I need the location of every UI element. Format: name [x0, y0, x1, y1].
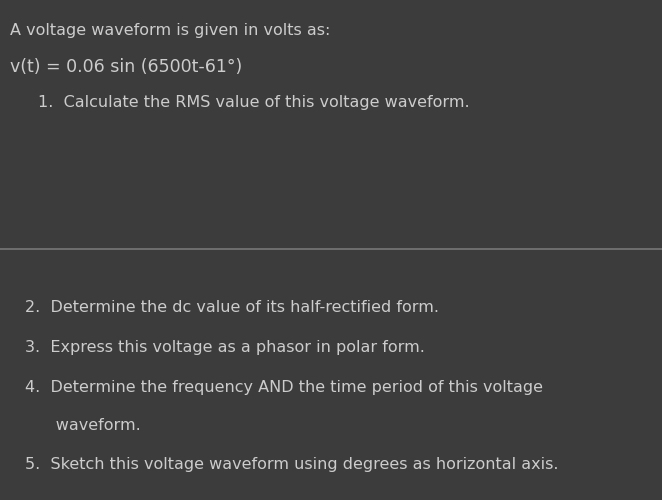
Text: v(t) = 0.06 sin (6500t-61°): v(t) = 0.06 sin (6500t-61°)	[10, 58, 242, 76]
Text: 3.  Express this voltage as a phasor in polar form.: 3. Express this voltage as a phasor in p…	[25, 340, 425, 355]
Text: A voltage waveform is given in volts as:: A voltage waveform is given in volts as:	[10, 22, 330, 38]
Text: 2.  Determine the dc value of its half-rectified form.: 2. Determine the dc value of its half-re…	[25, 300, 439, 315]
Text: 1.  Calculate the RMS value of this voltage waveform.: 1. Calculate the RMS value of this volta…	[38, 95, 470, 110]
Text: 4.  Determine the frequency AND the time period of this voltage: 4. Determine the frequency AND the time …	[25, 380, 543, 395]
Text: waveform.: waveform.	[25, 418, 141, 432]
Text: 5.  Sketch this voltage waveform using degrees as horizontal axis.: 5. Sketch this voltage waveform using de…	[25, 458, 559, 472]
